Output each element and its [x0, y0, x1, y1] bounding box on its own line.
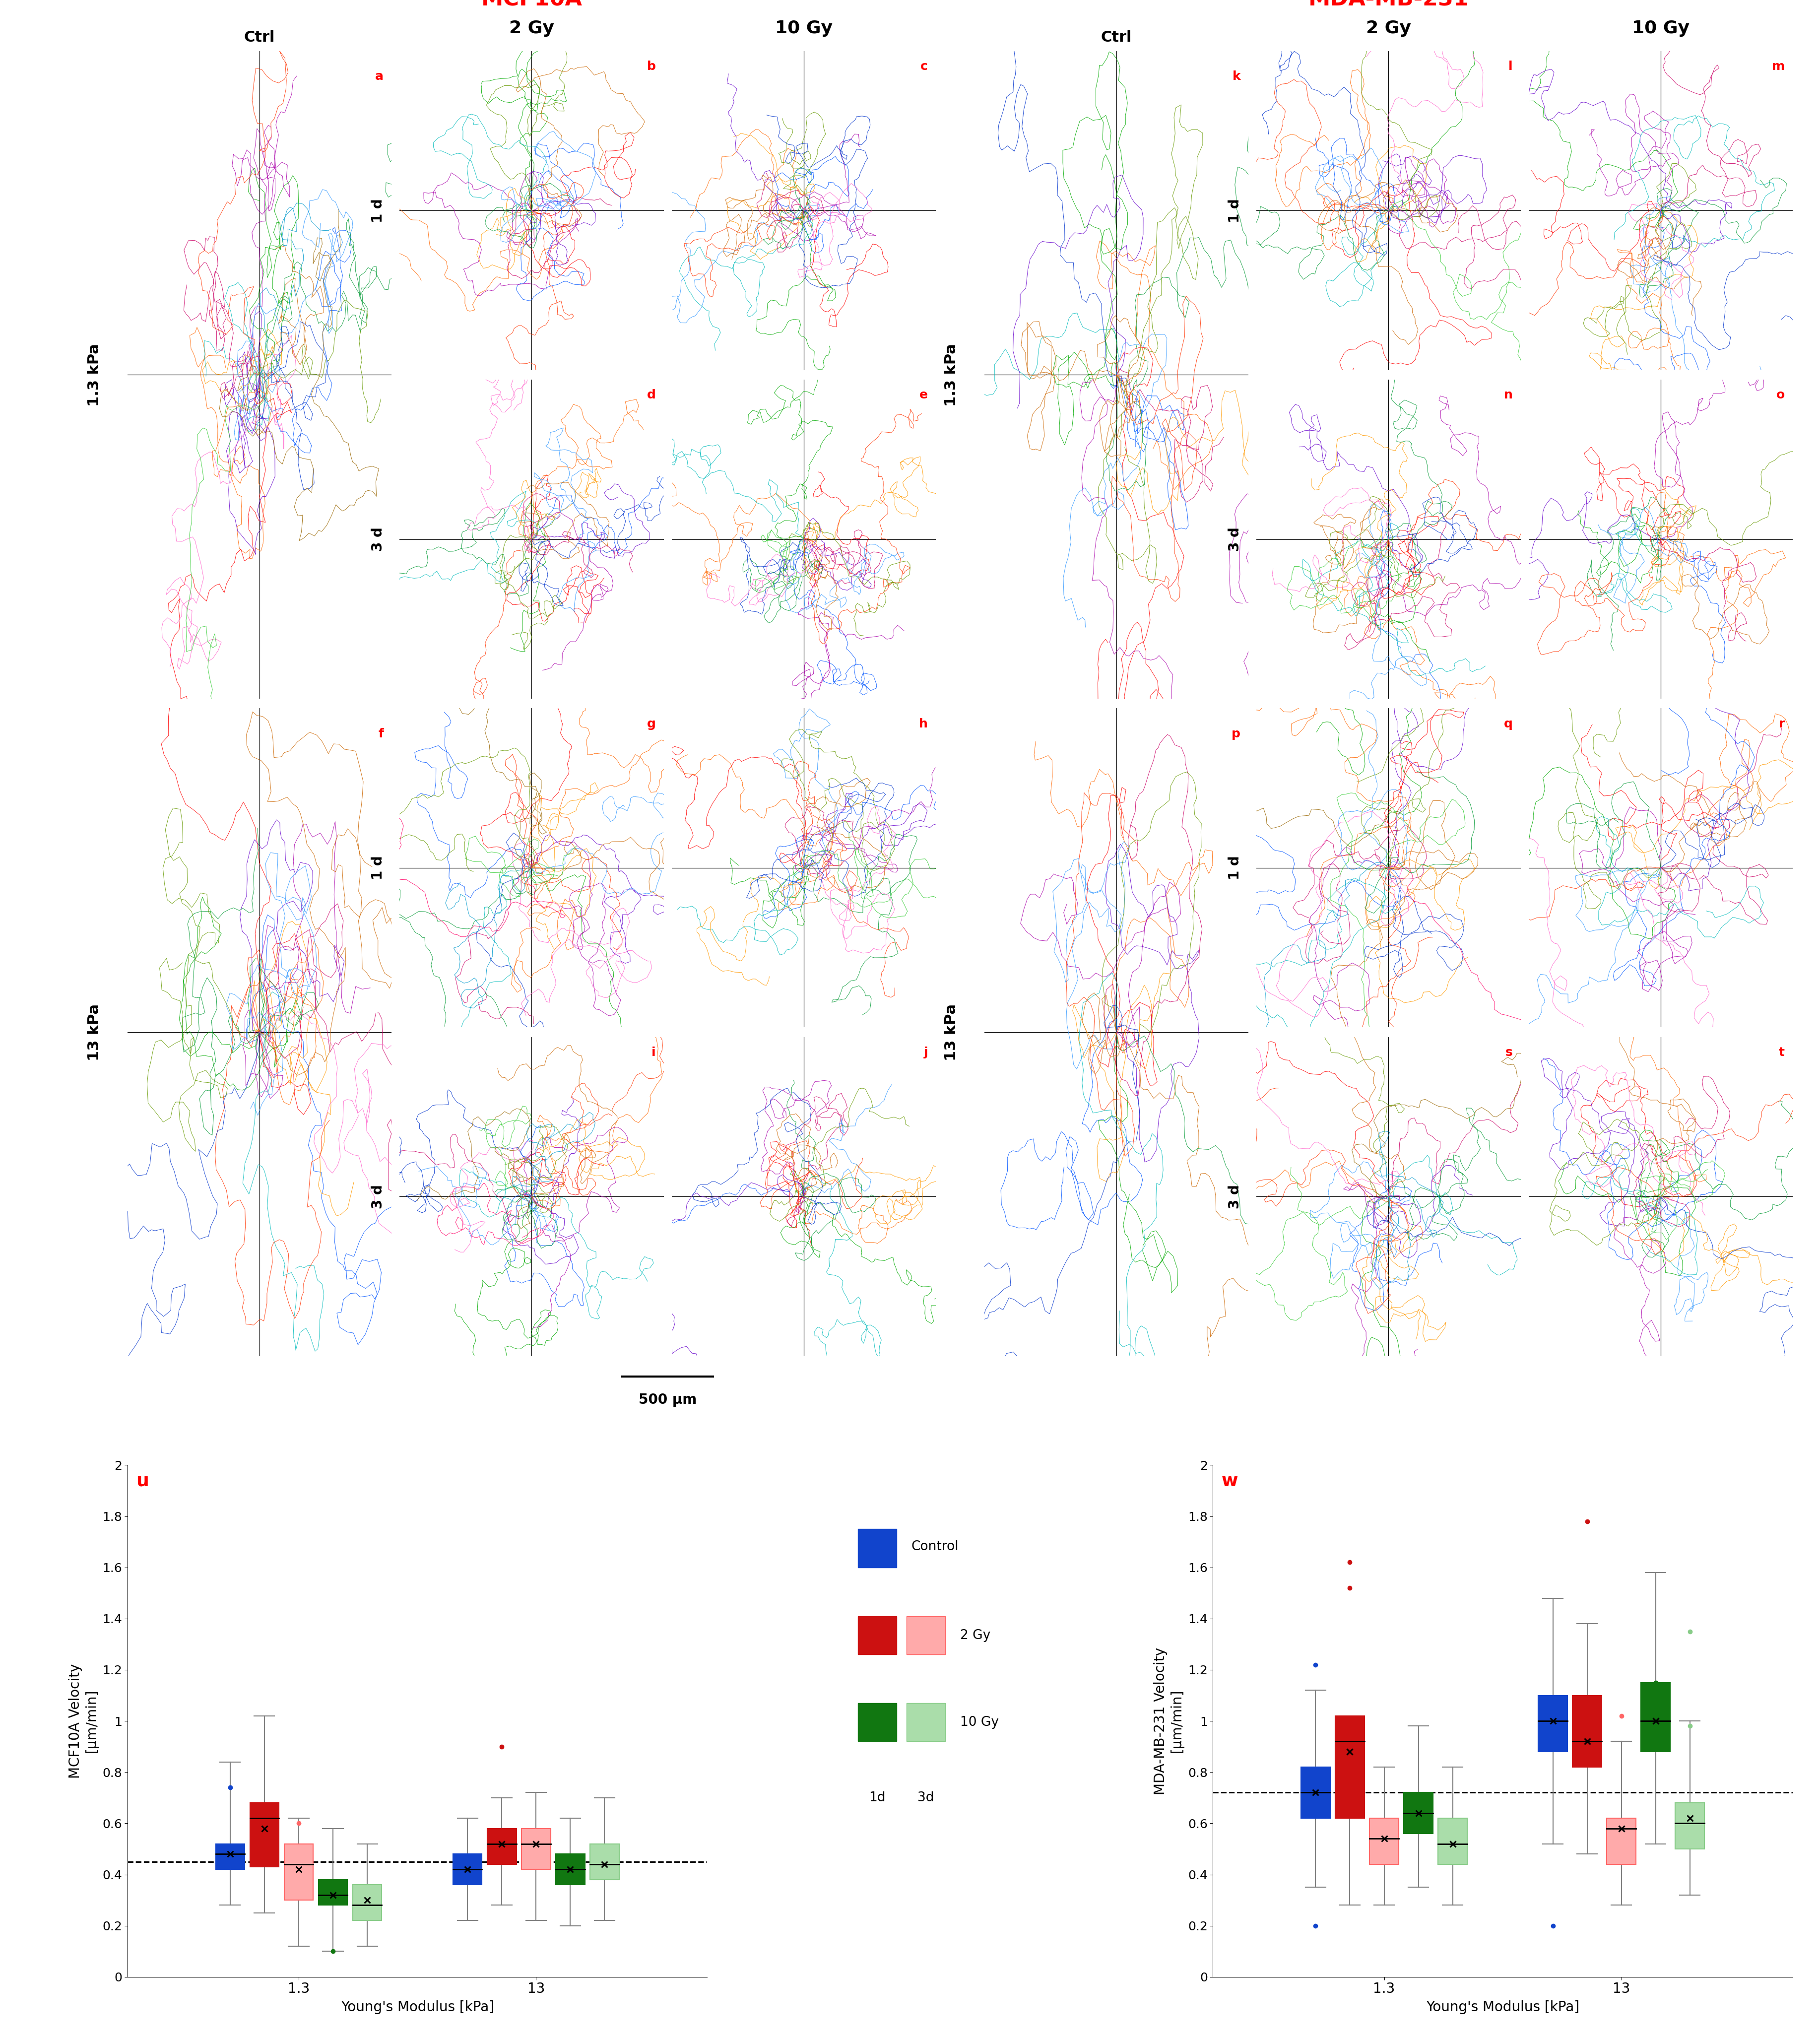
Text: 1d: 1d — [868, 1791, 886, 1804]
Text: o: o — [1776, 389, 1785, 401]
FancyBboxPatch shape — [353, 1885, 382, 1920]
Text: 3 d: 3 d — [371, 1184, 386, 1209]
Text: m: m — [1771, 61, 1785, 73]
FancyBboxPatch shape — [1572, 1696, 1602, 1767]
Text: 10 Gy: 10 Gy — [961, 1716, 999, 1728]
Text: 3 d: 3 d — [1228, 1184, 1241, 1209]
Text: 1.3 kPa: 1.3 kPa — [87, 342, 102, 406]
FancyBboxPatch shape — [555, 1855, 584, 1885]
Text: Ctrl: Ctrl — [1101, 31, 1132, 45]
FancyBboxPatch shape — [1369, 1818, 1398, 1865]
Text: 3 d: 3 d — [371, 528, 386, 552]
Text: 13 kPa: 13 kPa — [87, 1003, 102, 1060]
Text: MDA-MB-231: MDA-MB-231 — [1309, 0, 1469, 10]
Bar — [857, 1616, 897, 1655]
Text: Ctrl: Ctrl — [244, 31, 275, 45]
Text: s: s — [1505, 1048, 1512, 1058]
FancyBboxPatch shape — [1403, 1793, 1432, 1834]
Text: MCF10A: MCF10A — [480, 0, 582, 10]
Text: 13 kPa: 13 kPa — [945, 1003, 959, 1060]
Text: 1 d: 1 d — [1228, 198, 1241, 222]
Y-axis label: MDA-MB-231 Velocity
[μm/min]: MDA-MB-231 Velocity [μm/min] — [1154, 1647, 1183, 1795]
FancyBboxPatch shape — [1538, 1696, 1567, 1753]
Text: n: n — [1503, 389, 1512, 401]
FancyBboxPatch shape — [249, 1804, 278, 1867]
Text: Control: Control — [912, 1541, 959, 1553]
FancyBboxPatch shape — [1642, 1683, 1671, 1753]
Text: c: c — [921, 61, 928, 73]
Text: r: r — [1778, 717, 1785, 730]
FancyBboxPatch shape — [284, 1844, 313, 1899]
FancyBboxPatch shape — [1676, 1804, 1705, 1848]
FancyBboxPatch shape — [453, 1855, 482, 1885]
Text: q: q — [1503, 717, 1512, 730]
FancyBboxPatch shape — [522, 1828, 551, 1869]
Text: i: i — [652, 1048, 655, 1058]
Y-axis label: MCF10A Velocity
[μm/min]: MCF10A Velocity [μm/min] — [69, 1663, 98, 1779]
Text: p: p — [1232, 728, 1241, 740]
FancyBboxPatch shape — [318, 1879, 348, 1906]
Text: u: u — [136, 1473, 149, 1490]
Text: 1.3 kPa: 1.3 kPa — [945, 342, 959, 406]
Text: 3 d: 3 d — [1228, 528, 1241, 552]
Text: 500 μm: 500 μm — [639, 1392, 697, 1406]
Bar — [906, 1704, 945, 1740]
FancyBboxPatch shape — [1438, 1818, 1467, 1865]
Text: b: b — [646, 61, 655, 73]
Text: a: a — [375, 71, 384, 82]
FancyBboxPatch shape — [1607, 1818, 1636, 1865]
Text: 2 Gy: 2 Gy — [510, 20, 553, 37]
Text: 1 d: 1 d — [371, 198, 386, 222]
Text: f: f — [379, 728, 384, 740]
Text: w: w — [1221, 1473, 1238, 1490]
Text: e: e — [919, 389, 928, 401]
Text: 2 Gy: 2 Gy — [1367, 20, 1411, 37]
Text: 10 Gy: 10 Gy — [1633, 20, 1689, 37]
X-axis label: Young's Modulus [kPa]: Young's Modulus [kPa] — [340, 1999, 493, 2014]
Text: h: h — [919, 717, 928, 730]
FancyBboxPatch shape — [215, 1844, 244, 1869]
Text: 3d: 3d — [917, 1791, 934, 1804]
Text: l: l — [1509, 61, 1512, 73]
FancyBboxPatch shape — [1336, 1716, 1365, 1818]
Bar — [857, 1528, 897, 1567]
Text: k: k — [1232, 71, 1241, 82]
Text: j: j — [923, 1048, 928, 1058]
Bar — [857, 1704, 897, 1740]
Text: d: d — [646, 389, 655, 401]
Text: 10 Gy: 10 Gy — [775, 20, 832, 37]
Text: 2 Gy: 2 Gy — [961, 1628, 990, 1643]
FancyBboxPatch shape — [1301, 1767, 1330, 1818]
Bar — [906, 1616, 945, 1655]
FancyBboxPatch shape — [590, 1844, 619, 1879]
FancyBboxPatch shape — [488, 1828, 517, 1865]
Text: g: g — [646, 717, 655, 730]
Text: 1 d: 1 d — [371, 856, 386, 880]
X-axis label: Young's Modulus [kPa]: Young's Modulus [kPa] — [1427, 1999, 1580, 2014]
Text: t: t — [1778, 1048, 1785, 1058]
Text: 1 d: 1 d — [1228, 856, 1241, 880]
